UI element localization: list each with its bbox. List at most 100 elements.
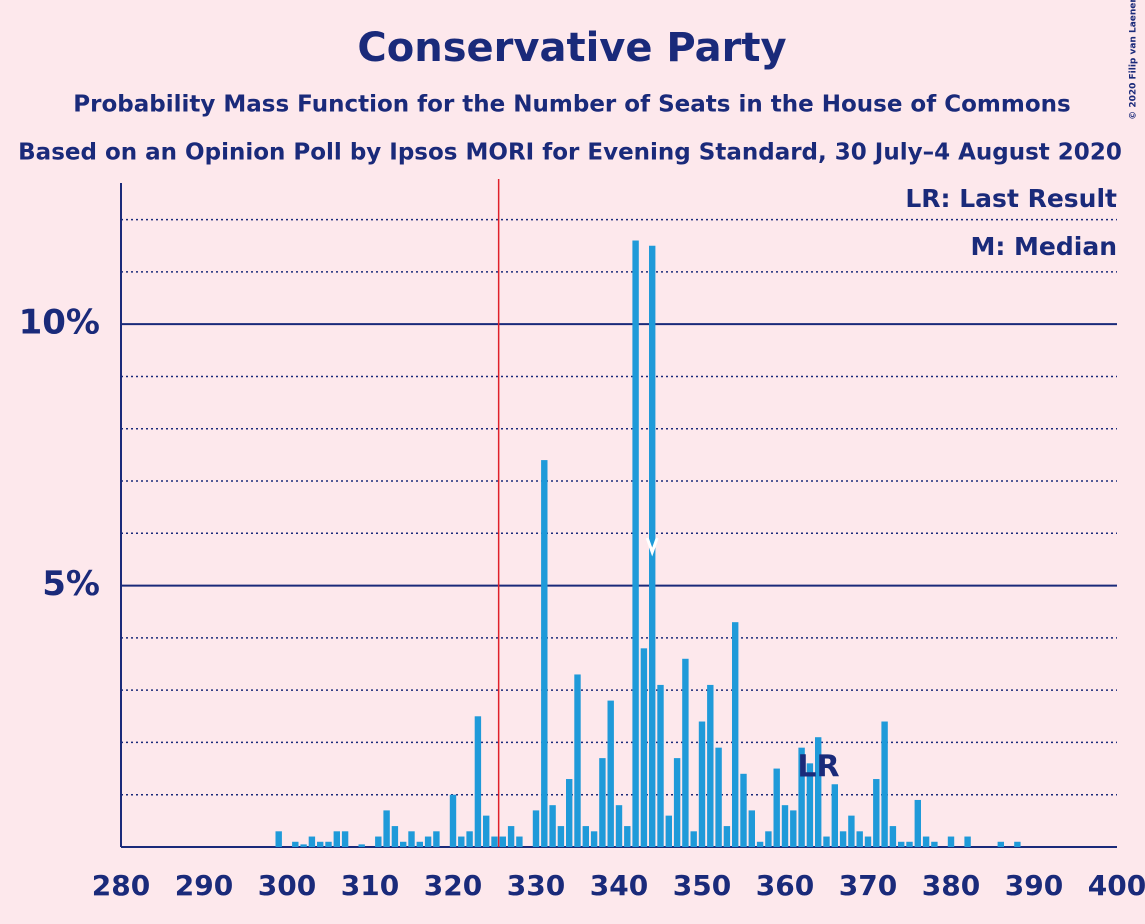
bar — [649, 245, 656, 847]
bar — [831, 784, 838, 847]
x-tick-label: 280 — [92, 869, 150, 902]
bar — [773, 768, 780, 847]
bar — [300, 844, 307, 847]
bar — [582, 826, 589, 847]
bar — [275, 831, 282, 847]
bar — [964, 836, 971, 847]
bar — [408, 831, 415, 847]
bar — [391, 826, 399, 847]
bar — [889, 826, 897, 847]
bar — [922, 836, 930, 847]
x-tick-label: 290 — [175, 869, 233, 902]
bar — [798, 747, 805, 847]
bar — [341, 831, 349, 847]
bar — [690, 831, 697, 847]
bar — [914, 799, 921, 847]
bar — [333, 831, 340, 847]
bar — [1014, 841, 1021, 847]
last-result-marker: LR — [797, 750, 839, 785]
bar — [682, 658, 689, 847]
bar — [815, 737, 822, 847]
bar — [864, 836, 872, 847]
x-tick-label: 340 — [590, 869, 648, 902]
bar — [707, 684, 714, 847]
bar — [640, 648, 648, 847]
chart-subtitle: Probability Mass Function for the Number… — [73, 92, 1070, 118]
chart-title: Conservative Party — [357, 25, 786, 71]
bar — [416, 841, 423, 847]
x-tick-label: 380 — [922, 869, 980, 902]
bar — [657, 684, 664, 847]
bar — [806, 763, 814, 847]
bar — [873, 779, 880, 847]
x-tick-label: 310 — [341, 869, 399, 902]
bar — [839, 831, 847, 847]
bar — [474, 716, 482, 847]
x-tick-label: 400 — [1088, 869, 1145, 902]
bar — [632, 240, 639, 847]
legend-entry: LR: Last Result — [905, 184, 1117, 213]
bar — [507, 826, 515, 847]
bar — [375, 836, 382, 847]
bar — [947, 836, 955, 847]
bar — [848, 815, 855, 847]
x-tick-label: 350 — [673, 869, 731, 902]
bar — [856, 831, 863, 847]
chart-subtitle: Based on an Opinion Poll by Ipsos MORI f… — [18, 140, 1122, 166]
bar — [449, 794, 457, 847]
bar — [400, 841, 407, 847]
bar — [466, 831, 473, 847]
bar — [433, 831, 440, 847]
bar — [723, 826, 731, 847]
bar — [607, 700, 614, 847]
y-tick-label: 10% — [19, 303, 100, 343]
bar — [673, 758, 681, 847]
x-tick-label: 360 — [756, 869, 814, 902]
x-tick-label: 330 — [507, 869, 565, 902]
bar — [698, 721, 706, 847]
bar — [549, 805, 556, 847]
bar — [566, 779, 573, 847]
copyright: © 2020 Filip van Laenen — [1129, 0, 1139, 120]
bar — [823, 836, 830, 847]
bar — [732, 622, 739, 847]
bar — [906, 841, 913, 847]
bar — [624, 826, 631, 847]
x-tick-label: 300 — [258, 869, 316, 902]
bar — [541, 460, 548, 847]
bar — [317, 841, 324, 847]
bar — [458, 836, 465, 847]
bar — [790, 810, 797, 847]
median-marker — [645, 537, 659, 557]
bar — [325, 841, 332, 847]
bar — [383, 810, 390, 847]
bar — [499, 836, 506, 847]
bar — [532, 810, 540, 847]
bar — [590, 831, 598, 847]
bar — [881, 721, 888, 847]
bar — [615, 805, 623, 847]
bar — [665, 815, 672, 847]
bar — [308, 836, 316, 847]
bar — [516, 836, 523, 847]
bar — [931, 841, 938, 847]
bar — [483, 815, 490, 847]
bar — [292, 841, 299, 847]
bar — [557, 826, 565, 847]
bar — [756, 841, 764, 847]
x-tick-label: 370 — [839, 869, 897, 902]
bar — [599, 758, 606, 847]
bar — [491, 836, 498, 847]
bar — [740, 773, 747, 847]
bar — [358, 844, 365, 847]
bar — [574, 674, 581, 847]
bar — [424, 836, 432, 847]
bar — [765, 831, 772, 847]
x-tick-label: 390 — [1005, 869, 1063, 902]
y-tick-label: 5% — [42, 564, 100, 604]
legend-entry: M: Median — [970, 232, 1117, 261]
bar — [997, 841, 1004, 847]
x-tick-label: 320 — [424, 869, 482, 902]
bar — [898, 841, 905, 847]
